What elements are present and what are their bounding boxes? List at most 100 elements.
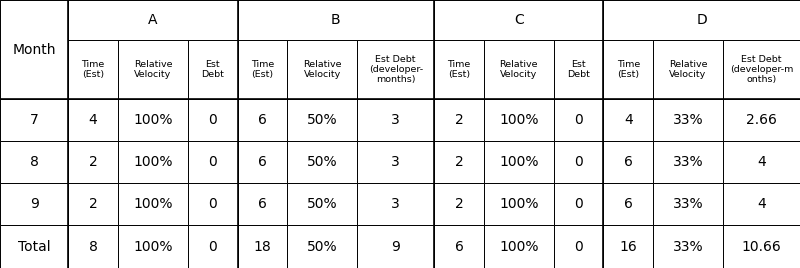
Text: 6: 6: [258, 197, 267, 211]
Bar: [554, 40, 603, 99]
Text: Time
(Est): Time (Est): [447, 60, 470, 79]
Bar: [118, 40, 188, 99]
Text: 100%: 100%: [499, 155, 538, 169]
Text: 2: 2: [89, 155, 98, 169]
Bar: [68, 40, 118, 99]
Bar: [68, 183, 118, 225]
Bar: [554, 183, 603, 225]
Text: 4: 4: [757, 197, 766, 211]
Bar: [434, 141, 484, 183]
Text: 4: 4: [757, 155, 766, 169]
Bar: [68, 0, 238, 40]
Text: Relative
Velocity: Relative Velocity: [134, 60, 172, 79]
Text: 100%: 100%: [134, 197, 173, 211]
Text: 6: 6: [258, 113, 267, 127]
Bar: [287, 183, 358, 225]
Bar: [554, 99, 603, 141]
Bar: [484, 225, 554, 268]
Text: A: A: [148, 13, 158, 27]
Text: 100%: 100%: [499, 113, 538, 127]
Bar: [358, 225, 434, 268]
Bar: [603, 0, 800, 40]
Bar: [68, 141, 118, 183]
Bar: [434, 183, 484, 225]
Text: 9: 9: [30, 197, 38, 211]
Bar: [484, 183, 554, 225]
Bar: [484, 99, 554, 141]
Text: 6: 6: [624, 155, 633, 169]
Bar: [287, 225, 358, 268]
Bar: [723, 225, 800, 268]
Text: 16: 16: [619, 240, 637, 254]
Text: 50%: 50%: [307, 240, 338, 254]
Text: 4: 4: [89, 113, 98, 127]
Text: Est Debt
(developer-
months): Est Debt (developer- months): [369, 55, 422, 84]
Bar: [238, 99, 287, 141]
Text: 100%: 100%: [499, 240, 538, 254]
Bar: [723, 40, 800, 99]
Bar: [603, 141, 653, 183]
Bar: [358, 99, 434, 141]
Bar: [484, 40, 554, 99]
Bar: [653, 40, 723, 99]
Bar: [118, 183, 188, 225]
Text: 0: 0: [574, 240, 583, 254]
Bar: [603, 99, 653, 141]
Text: 3: 3: [391, 155, 400, 169]
Bar: [358, 141, 434, 183]
Bar: [188, 183, 238, 225]
Text: Relative
Velocity: Relative Velocity: [499, 60, 538, 79]
Text: 3: 3: [391, 197, 400, 211]
Bar: [723, 183, 800, 225]
Text: Est
Debt: Est Debt: [567, 60, 590, 79]
Text: 6: 6: [624, 197, 633, 211]
Text: 3: 3: [391, 113, 400, 127]
Bar: [358, 183, 434, 225]
Bar: [238, 225, 287, 268]
Text: Est Debt
(developer-m
onths): Est Debt (developer-m onths): [730, 55, 794, 84]
Bar: [287, 40, 358, 99]
Text: Total: Total: [18, 240, 50, 254]
Text: Time
(Est): Time (Est): [82, 60, 105, 79]
Text: 4: 4: [624, 113, 633, 127]
Bar: [434, 225, 484, 268]
Bar: [603, 40, 653, 99]
Bar: [238, 183, 287, 225]
Bar: [188, 40, 238, 99]
Text: 100%: 100%: [134, 113, 173, 127]
Bar: [238, 40, 287, 99]
Bar: [0, 183, 68, 225]
Bar: [238, 141, 287, 183]
Bar: [723, 99, 800, 141]
Text: 33%: 33%: [673, 113, 703, 127]
Text: 50%: 50%: [307, 197, 338, 211]
Bar: [358, 40, 434, 99]
Text: 100%: 100%: [134, 155, 173, 169]
Text: 33%: 33%: [673, 155, 703, 169]
Text: 2: 2: [454, 155, 463, 169]
Bar: [118, 141, 188, 183]
Text: 2.66: 2.66: [746, 113, 777, 127]
Text: 0: 0: [574, 197, 583, 211]
Bar: [287, 141, 358, 183]
Bar: [0, 99, 68, 141]
Text: 8: 8: [89, 240, 98, 254]
Bar: [484, 141, 554, 183]
Text: 2: 2: [454, 197, 463, 211]
Text: 33%: 33%: [673, 240, 703, 254]
Text: 10.66: 10.66: [742, 240, 782, 254]
Bar: [0, 225, 68, 268]
Text: 0: 0: [574, 113, 583, 127]
Text: Relative
Velocity: Relative Velocity: [669, 60, 707, 79]
Text: 0: 0: [209, 113, 217, 127]
Text: 50%: 50%: [307, 113, 338, 127]
Bar: [118, 99, 188, 141]
Bar: [434, 40, 484, 99]
Text: D: D: [696, 13, 707, 27]
Text: 0: 0: [209, 197, 217, 211]
Bar: [188, 99, 238, 141]
Text: 6: 6: [454, 240, 463, 254]
Text: Time
(Est): Time (Est): [617, 60, 640, 79]
Text: Month: Month: [13, 43, 56, 57]
Text: 33%: 33%: [673, 197, 703, 211]
